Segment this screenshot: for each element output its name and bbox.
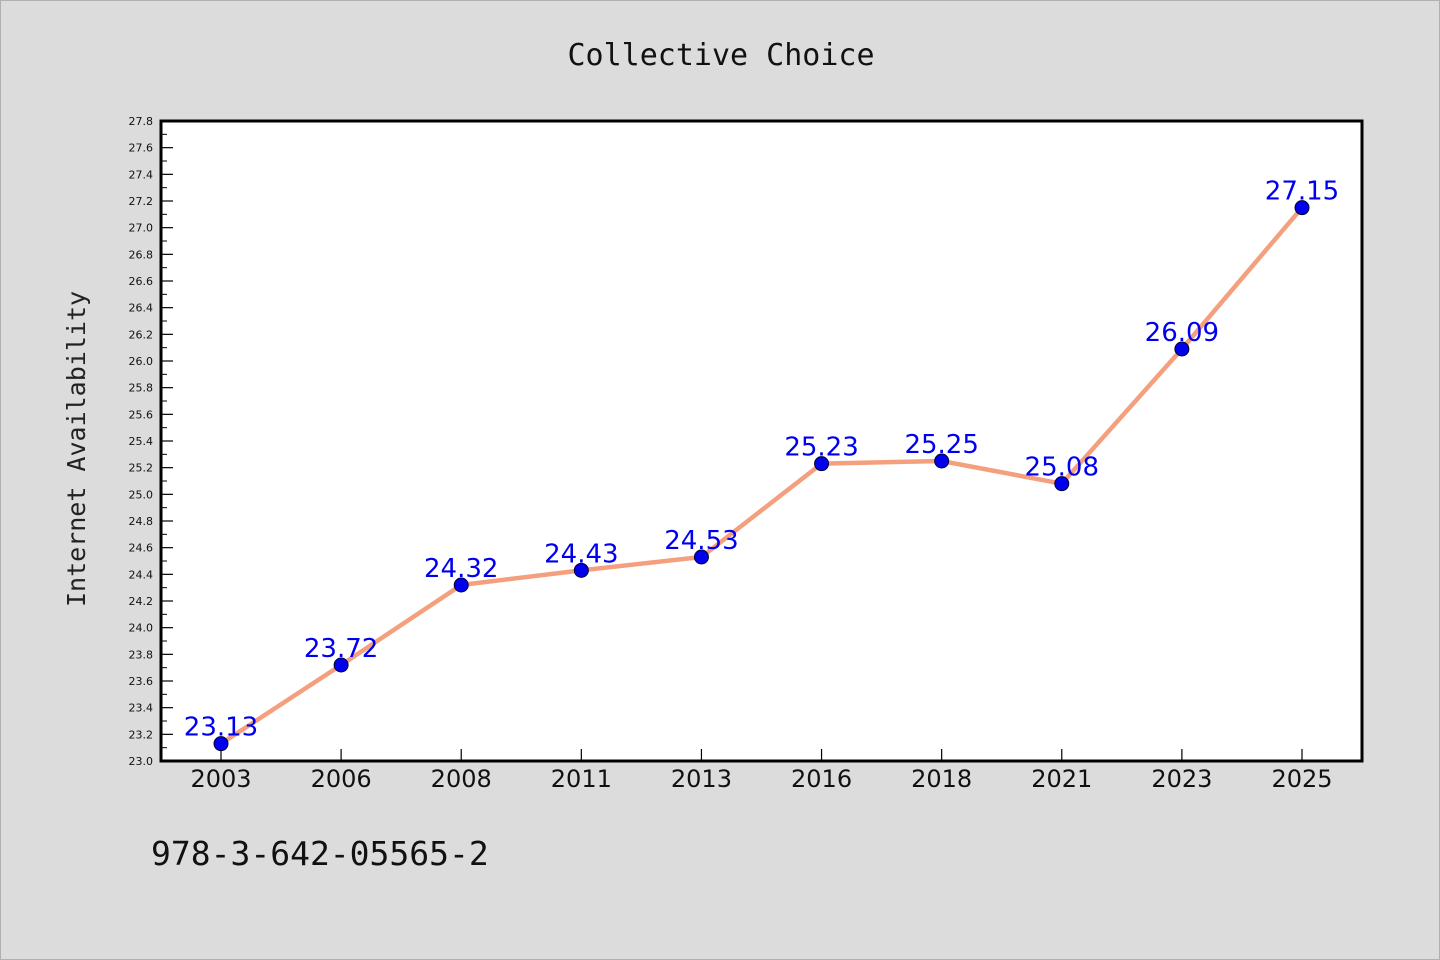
- data-label: 24.43: [544, 539, 618, 569]
- y-tick-label: 24.6: [129, 542, 154, 555]
- x-tick-label: 2006: [311, 765, 372, 793]
- data-label: 24.53: [664, 526, 738, 556]
- y-axis-label: Internet Availability: [62, 291, 91, 607]
- y-tick-label: 25.6: [129, 408, 154, 421]
- y-tick-label: 24.0: [129, 622, 154, 635]
- data-label: 25.08: [1025, 453, 1099, 483]
- y-tick-label: 26.0: [129, 355, 154, 368]
- data-point: [934, 453, 950, 469]
- y-tick-label: 25.0: [129, 488, 154, 501]
- y-tick-label: 23.4: [129, 702, 154, 715]
- y-tick-label: 26.8: [129, 248, 154, 261]
- y-tick-label: 26.2: [129, 328, 154, 341]
- y-tick-label: 23.6: [129, 675, 154, 688]
- data-label: 26.09: [1145, 318, 1219, 348]
- y-tick-label: 24.8: [129, 515, 154, 528]
- y-tick-label: 24.4: [129, 568, 154, 581]
- data-point: [814, 456, 830, 472]
- y-tick-label: 23.2: [129, 728, 154, 741]
- data-point: [1174, 341, 1190, 357]
- x-tick-label: 2025: [1271, 765, 1332, 793]
- y-tick-label: 27.6: [129, 142, 154, 155]
- y-tick-label: 27.4: [129, 168, 154, 181]
- series-line: [218, 205, 1305, 746]
- series-points-group: [213, 200, 1310, 752]
- x-tick-label: 2011: [551, 765, 612, 793]
- chart-title: Collective Choice: [567, 38, 874, 73]
- y-tick-label: 27.0: [129, 222, 154, 235]
- x-axis: 2003 2006 2008 2011 2013 2016 2018 2021 2023 2025: [190, 749, 1333, 793]
- footer-isbn: 978-3-642-05565-2: [151, 834, 489, 873]
- y-tick-label: 27.2: [129, 195, 154, 208]
- y-tick-label: 24.2: [129, 595, 154, 608]
- y-tick-label: 25.8: [129, 382, 154, 395]
- data-label: 27.15: [1265, 177, 1339, 207]
- y-tick-label: 25.4: [129, 435, 154, 448]
- y-axis: 23.0 23.2 23.4 23.6 23.8 24.0 24.2 24.4 24.6 24.8…: [129, 115, 173, 768]
- data-label: 25.25: [904, 430, 978, 460]
- data-point: [693, 549, 709, 565]
- x-tick-label: 2023: [1151, 765, 1212, 793]
- x-tick-label: 2003: [190, 765, 251, 793]
- series-line-group: [218, 205, 1305, 746]
- y-tick-label: 23.0: [129, 755, 154, 768]
- data-point: [1294, 200, 1310, 216]
- y-tick-label: 26.4: [129, 302, 154, 315]
- x-tick-label: 2021: [1031, 765, 1092, 793]
- data-point: [573, 562, 589, 578]
- data-point: [453, 577, 469, 593]
- y-tick-label: 27.8: [129, 115, 154, 128]
- data-label: 23.72: [304, 634, 378, 664]
- data-label: 24.32: [424, 554, 498, 584]
- data-point: [213, 736, 229, 752]
- y-tick-label: 23.8: [129, 648, 154, 661]
- x-tick-label: 2013: [671, 765, 732, 793]
- x-tick-label: 2008: [431, 765, 492, 793]
- data-labels-group: 23.13 23.72 24.32 24.43 24.53 25.23 25.25 25.08…: [184, 177, 1339, 743]
- x-tick-label: 2018: [911, 765, 972, 793]
- data-label: 25.23: [784, 433, 858, 463]
- data-point: [1054, 476, 1070, 492]
- x-tick-label: 2016: [791, 765, 852, 793]
- y-tick-label: 25.2: [129, 462, 154, 475]
- y-tick-label: 26.6: [129, 275, 154, 288]
- data-label: 23.13: [184, 713, 258, 743]
- data-point: [333, 657, 349, 673]
